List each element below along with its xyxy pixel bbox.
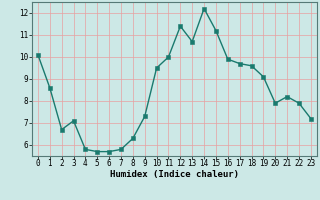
X-axis label: Humidex (Indice chaleur): Humidex (Indice chaleur): [110, 170, 239, 179]
